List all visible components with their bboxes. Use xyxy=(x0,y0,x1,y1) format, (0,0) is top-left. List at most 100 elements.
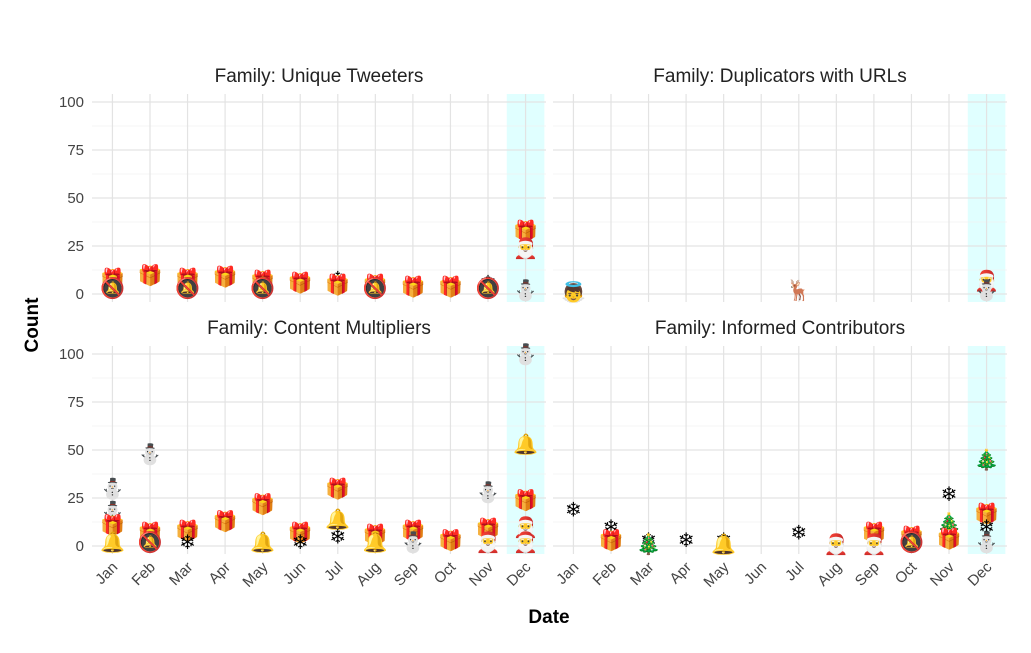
tree-icon: 🎄 xyxy=(937,511,962,535)
gift-icon: 🎁 xyxy=(513,488,538,512)
tree-icon: 🎄 xyxy=(636,532,661,556)
y-tick-label: 75 xyxy=(67,142,84,159)
no-bell-icon: 🔕 xyxy=(138,530,163,554)
snowman-icon: ⛄ xyxy=(974,530,999,554)
panel-title: Family: Informed Contributors xyxy=(655,318,905,339)
santa-icon: 🎅 xyxy=(513,530,538,554)
x-tick-label: Sep xyxy=(391,559,422,590)
bell-icon: 🔔 xyxy=(325,507,350,531)
snowflake-icon: ❄ xyxy=(292,530,309,554)
x-tick-label: Jun xyxy=(741,559,770,588)
bell-icon: 🔔 xyxy=(100,530,125,554)
x-tick-label: May xyxy=(239,558,271,590)
bell-icon: 🔔 xyxy=(363,530,388,554)
x-tick-label: Jul xyxy=(782,559,808,585)
snowman-icon: ⛄ xyxy=(513,342,538,366)
x-tick-label: Jun xyxy=(280,559,309,588)
y-tick-label: 0 xyxy=(76,286,84,303)
x-tick-label: Mar xyxy=(627,559,657,589)
gift-icon: 🎁 xyxy=(363,522,388,546)
gift-icon: 🎁 xyxy=(325,476,350,500)
gift-icon: 🎁 xyxy=(250,492,275,516)
gift-icon: 🎁 xyxy=(288,270,313,294)
no-bell-icon: 🔕 xyxy=(899,530,924,554)
snowflake-icon: ❄ xyxy=(678,528,695,552)
snowflake-icon: ❄ xyxy=(603,515,620,539)
snowman-icon: ⛄ xyxy=(138,442,163,466)
y-tick-label: 50 xyxy=(67,442,84,459)
y-axis-label: Count xyxy=(22,297,43,353)
y-tick-label: 25 xyxy=(67,490,84,507)
snowflake-icon: ❄ xyxy=(941,482,958,506)
x-tick-label: Aug xyxy=(353,559,384,590)
no-bell-icon: 🔕 xyxy=(476,276,501,300)
santa-icon: 🎅 xyxy=(974,269,999,293)
no-bell-icon: 🔕 xyxy=(100,276,125,300)
gift-icon: 🎁 xyxy=(400,274,425,298)
gift-icon: 🎁 xyxy=(899,524,924,548)
snowman-icon: ⛄ xyxy=(100,476,125,500)
snowflake-icon: ❄ xyxy=(715,528,732,552)
x-tick-label: Mar xyxy=(166,559,196,589)
x-tick-label: Oct xyxy=(431,558,460,587)
x-tick-label: Apr xyxy=(205,559,234,588)
gift-icon: 🎁 xyxy=(438,528,463,552)
snowflake-icon: ❄ xyxy=(179,530,196,554)
y-tick-label: 50 xyxy=(67,190,84,207)
snowflake-icon: ❄ xyxy=(480,270,497,294)
gift-icon: 🎁 xyxy=(861,521,886,545)
y-tick-label: 100 xyxy=(59,346,84,363)
x-tick-label: Oct xyxy=(892,558,921,587)
gift-icon: 🎁 xyxy=(250,269,275,293)
gift-icon: 🎁 xyxy=(175,267,200,291)
santa-icon: 🎅 xyxy=(513,515,538,539)
gift-icon: 🎁 xyxy=(438,274,463,298)
panel-4: Family: Informed Contributors Jan Feb Mar Ap… xyxy=(553,318,1007,591)
gift-icon: 🎁 xyxy=(100,267,125,291)
gift-icon: 🎁 xyxy=(138,263,163,287)
snowflake-icon: ❄ xyxy=(329,524,346,548)
y-tick-label: 100 xyxy=(59,94,84,111)
x-tick-label: Apr xyxy=(666,559,695,588)
x-axis-label: Date xyxy=(528,607,569,628)
santa-icon: 🎅 xyxy=(861,532,886,556)
gift-icon: 🎁 xyxy=(175,519,200,543)
panel-2: Family: Duplicators with URLs 👼 🦌 🎅⛄ xyxy=(553,66,1007,304)
santa-icon: 🎅 xyxy=(513,236,538,260)
x-tick-label: Aug xyxy=(814,559,845,590)
santa-icon: 🎅 xyxy=(476,530,501,554)
snowman-icon: ⛄ xyxy=(400,530,425,554)
x-tick-label: Dec xyxy=(504,558,535,589)
gift-icon: 🎁 xyxy=(100,513,125,537)
y-tick-label: 0 xyxy=(76,538,84,555)
snowman-icon: ⛄ xyxy=(513,278,538,302)
snowman-icon: ⛄ xyxy=(476,480,501,504)
snowflake-icon: ❄ xyxy=(329,267,346,291)
no-bell-icon: 🔕 xyxy=(175,276,200,300)
gift-icon: 🎁 xyxy=(325,272,350,296)
x-tick-label: Feb xyxy=(590,559,620,589)
gift-icon: 🎁 xyxy=(138,521,163,545)
gift-icon: 🎁 xyxy=(599,528,624,552)
x-tick-label: Dec xyxy=(965,558,996,589)
panel-3: Family: Content Multipliers 0 25 50 75 100 Jan… xyxy=(59,318,546,591)
gift-icon: 🎁 xyxy=(476,517,501,541)
x-tick-label: Jan xyxy=(92,559,121,588)
no-bell-icon: 🔕 xyxy=(363,276,388,300)
bell-icon: 🔔 xyxy=(513,432,538,456)
x-tick-label: Jan xyxy=(553,559,582,588)
snowflake-icon: ❄ xyxy=(565,498,582,522)
x-tick-label: Feb xyxy=(129,559,159,589)
y-tick-label: 25 xyxy=(67,238,84,255)
angel-icon: 👼 xyxy=(561,280,586,304)
y-tick-label: 75 xyxy=(67,394,84,411)
no-bell-icon: 🔕 xyxy=(250,276,275,300)
x-tick-label: Sep xyxy=(852,559,883,590)
santa-icon: 🎅 xyxy=(824,532,849,556)
gift-icon: 🎁 xyxy=(213,265,238,289)
snowman-icon: ⛄ xyxy=(974,278,999,302)
bell-icon: 🔔 xyxy=(711,532,736,556)
panel-title: Family: Duplicators with URLs xyxy=(653,66,906,87)
